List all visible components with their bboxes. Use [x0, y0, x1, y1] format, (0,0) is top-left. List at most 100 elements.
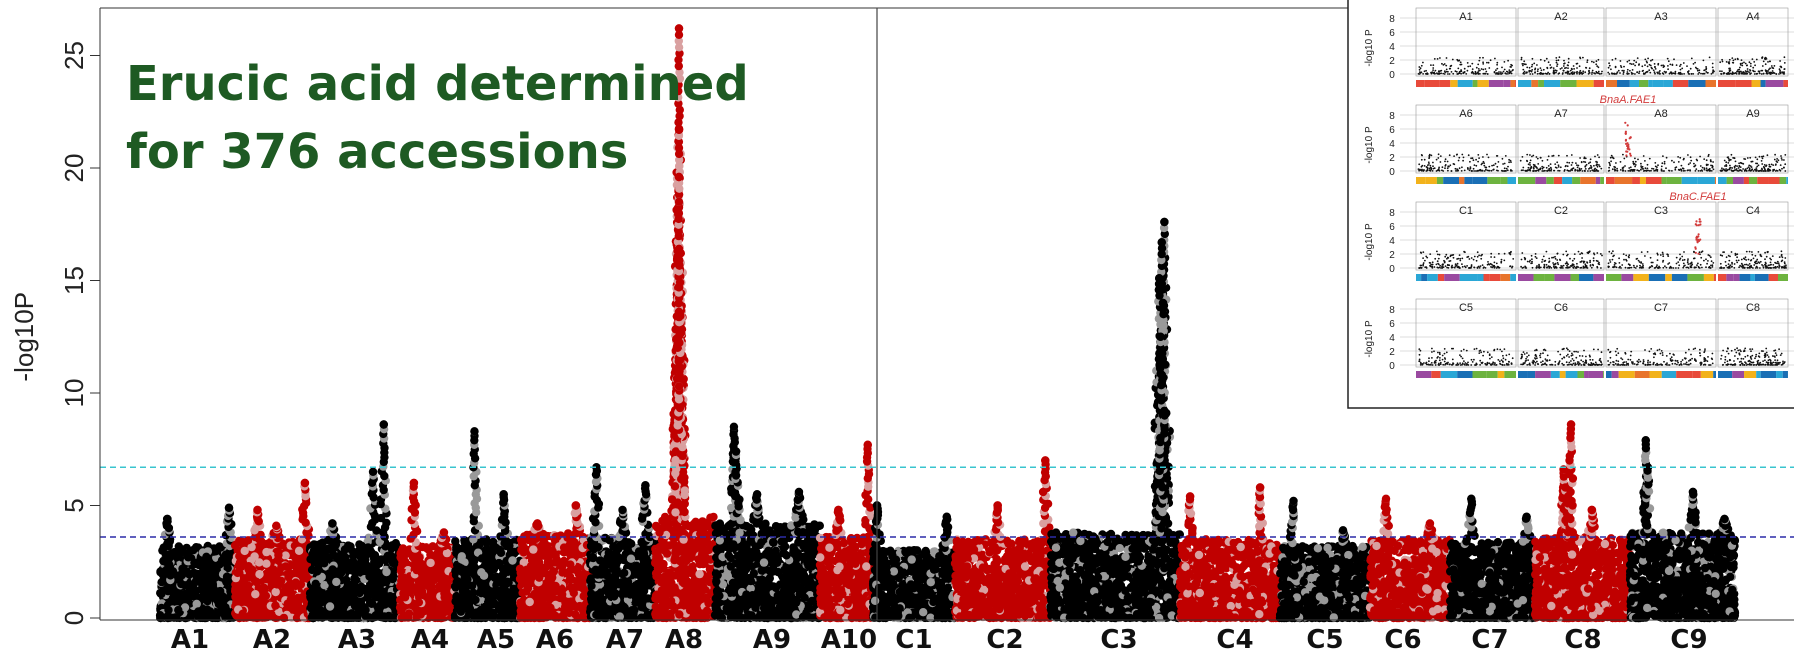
data-point [374, 605, 383, 615]
data-point [540, 593, 549, 602]
data-point [339, 612, 348, 621]
data-point [347, 609, 357, 618]
data-point [639, 580, 649, 590]
chromosome-points-A5 [450, 427, 525, 623]
data-point [570, 548, 580, 557]
peak-point [200, 568, 210, 578]
data-point [281, 551, 290, 560]
data-point [519, 606, 529, 616]
data-point [610, 564, 620, 573]
data-point [251, 590, 260, 599]
data-point [238, 556, 247, 565]
data-point [469, 557, 478, 566]
chromosome-points-A4 [395, 478, 459, 623]
data-point [428, 542, 437, 551]
data-point [457, 564, 466, 573]
data-point [485, 546, 495, 555]
data-point [550, 558, 560, 567]
data-point [592, 610, 601, 619]
data-point [522, 530, 532, 540]
data-point [162, 558, 171, 567]
data-point [223, 611, 232, 620]
data-point [397, 555, 406, 564]
data-point [397, 613, 406, 622]
peak-point [272, 521, 281, 530]
data-point [566, 560, 575, 569]
data-point [497, 578, 507, 587]
data-point [313, 559, 323, 568]
data-point [217, 556, 227, 565]
data-point [457, 592, 467, 601]
data-point [587, 581, 596, 590]
data-point [604, 556, 614, 565]
data-point [191, 577, 201, 586]
data-point [369, 554, 379, 563]
data-point [564, 608, 574, 618]
data-point [332, 577, 341, 587]
data-point [508, 589, 518, 599]
data-point [310, 595, 320, 604]
data-point [265, 571, 275, 580]
data-point [284, 572, 293, 582]
data-point [250, 552, 259, 561]
data-point [476, 606, 485, 615]
data-point [245, 597, 254, 606]
peak-point [439, 528, 449, 537]
data-point [416, 558, 425, 567]
peak-point [163, 514, 172, 524]
data-point [242, 580, 251, 590]
peak-point [470, 427, 479, 436]
data-point [348, 557, 358, 566]
data-point [262, 559, 271, 568]
data-point [157, 577, 166, 587]
peak-point [499, 490, 508, 499]
data-point [271, 587, 280, 597]
data-point [326, 593, 336, 602]
data-point [325, 602, 335, 611]
peak-point [224, 503, 234, 512]
data-point [192, 599, 201, 609]
data-point [382, 577, 391, 586]
data-point [355, 588, 364, 598]
data-point [529, 545, 538, 554]
data-point [174, 605, 183, 615]
data-point [373, 585, 382, 594]
data-point [286, 595, 296, 604]
data-point [230, 541, 240, 550]
data-point [487, 599, 497, 609]
data-point [469, 588, 478, 598]
data-point [607, 578, 617, 588]
data-point [496, 586, 505, 595]
data-point [523, 584, 533, 593]
data-point [612, 548, 621, 557]
data-point [593, 570, 603, 579]
data-point [440, 593, 449, 602]
data-point [252, 601, 261, 611]
data-point [477, 568, 486, 577]
data-point [626, 590, 635, 599]
data-point [551, 581, 560, 591]
data-point [255, 570, 264, 579]
data-point [520, 613, 529, 623]
data-point [252, 578, 262, 587]
data-point [365, 584, 375, 594]
data-point [365, 572, 374, 581]
data-point [277, 563, 286, 572]
peak-point [571, 501, 581, 510]
data-point [379, 555, 389, 564]
data-point [416, 610, 425, 619]
data-point [637, 572, 647, 581]
data-point [429, 575, 439, 585]
chromosome-points-A6 [515, 501, 595, 623]
data-point [306, 603, 316, 613]
data-point [428, 587, 437, 597]
data-point [428, 606, 437, 616]
data-point [231, 584, 240, 594]
data-point [163, 587, 173, 596]
data-point [525, 597, 534, 607]
peak-point [368, 467, 378, 476]
data-point [262, 547, 271, 557]
chromosome-points-A2 [230, 478, 315, 623]
data-point [477, 589, 486, 598]
peak-point [618, 505, 627, 515]
